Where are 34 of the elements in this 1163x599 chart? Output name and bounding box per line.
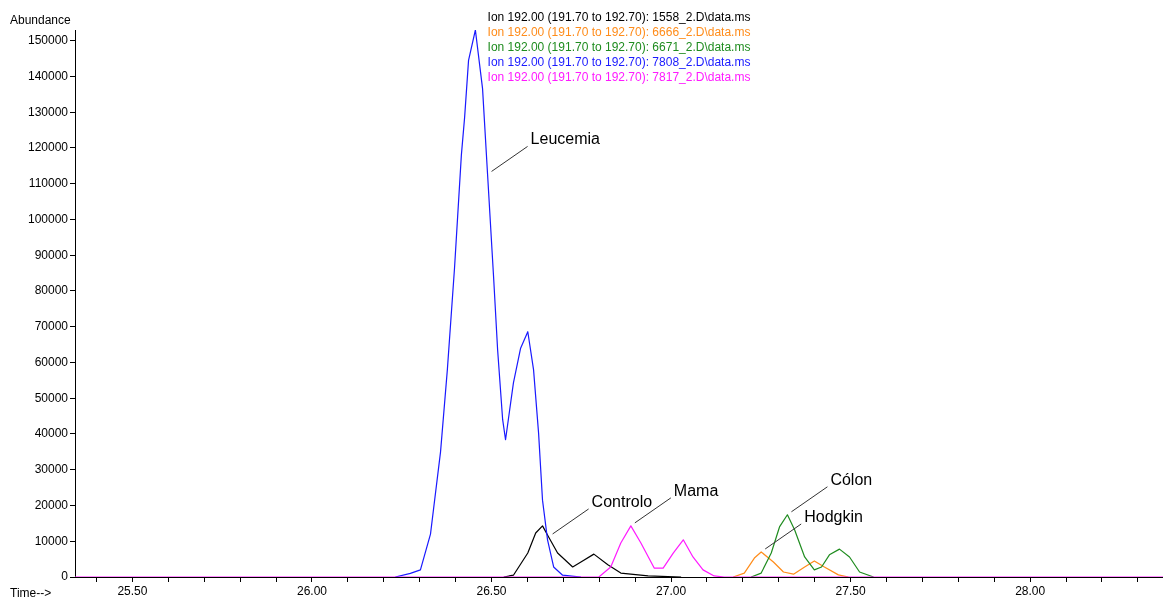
x-tick-label: 26.00 [296,583,328,598]
text: Ion 192.00 (191.70 to 192.70): 1558_2.D\data.ms [487,10,751,25]
text: Ion 192.00 (191.70 to 192.70): 7817_2.D\data.ms [487,70,751,85]
y-tick-label: 120000 [27,140,69,155]
x-tick-label: 26.50 [476,583,507,598]
y-tick-label: 0 [61,569,69,584]
y-tick-label: 70000 [34,319,69,334]
y-axis-title: Abundance [10,13,72,27]
x-tick-label: 25.50 [117,583,148,598]
y-tick-label: 60000 [34,354,69,369]
y-tick-label: 130000 [27,104,69,119]
annotation: Cólon [830,470,873,488]
y-tick-label: 140000 [27,68,69,83]
y-tick-label: 100000 [27,211,69,226]
text: Ion 192.00 (191.70 to 192.70): 6666_2.D\data.ms [487,25,751,40]
text: Ion 192.00 (191.70 to 192.70): 6671_2.D\data.ms [487,40,751,55]
y-tick-label: 110000 [28,176,69,191]
y-tick-label: 40000 [34,426,69,441]
annotation: Leucemia [530,130,601,148]
x-tick-label: 28.00 [1015,583,1046,598]
x-tick-label: 27.00 [656,583,687,598]
y-tick-label: 10000 [34,533,69,548]
annotation: Controlo [591,492,653,510]
y-tick-label: 90000 [34,247,69,262]
y-tick-label: 20000 [34,497,69,512]
series-label: Ion 192.00 (191.70 to 192.70): 7808_2.D\data.ms [487,55,751,70]
x-tick-label: 27.50 [835,583,866,598]
y-tick-label: 30000 [34,462,69,477]
y-tick-label: 50000 [34,390,69,405]
x-axis-title: Time--> [10,586,52,599]
y-tick-label: 80000 [34,283,69,298]
annotation: Hodgkin [804,507,863,525]
y-tick-label: 150000 [27,33,69,48]
annotation: Mama [673,481,719,499]
